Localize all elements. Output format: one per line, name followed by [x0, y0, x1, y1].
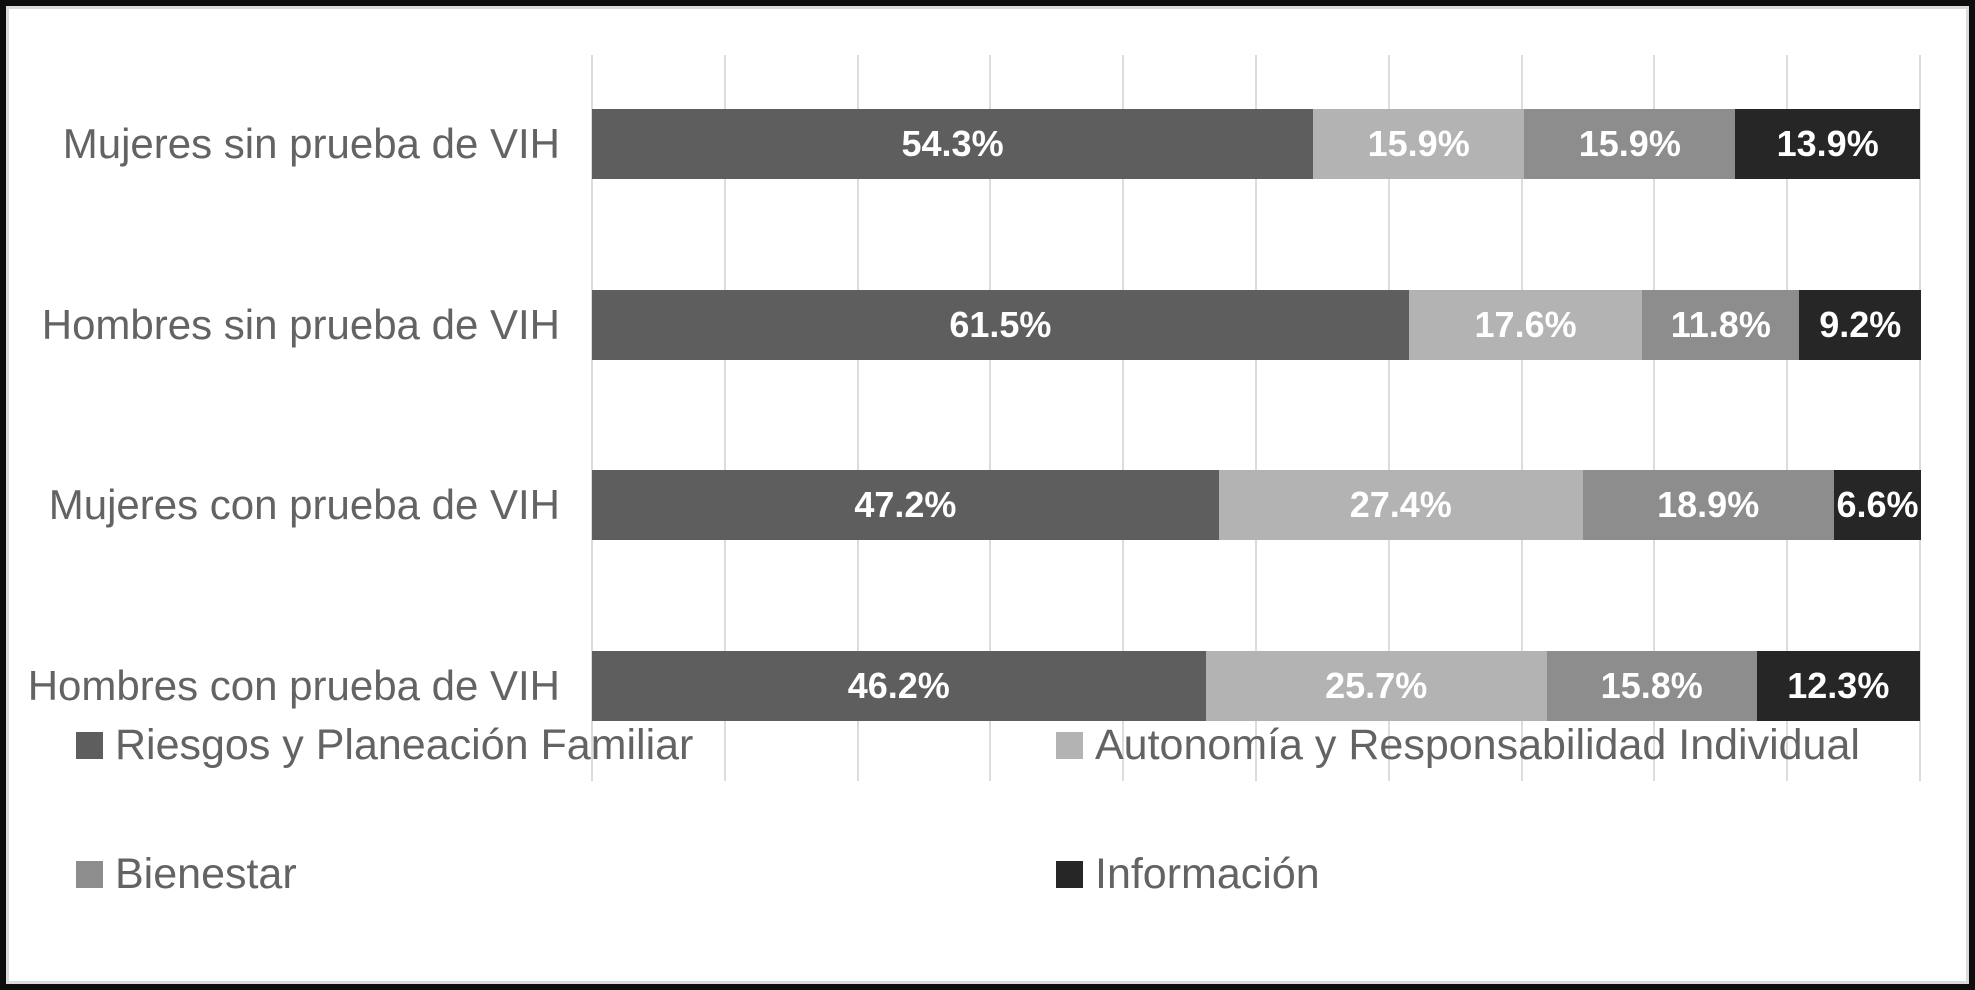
- bar-value-label: 11.8%: [1670, 304, 1771, 345]
- bar-value-label: 18.9%: [1657, 484, 1760, 525]
- bar-value-label: 12.3%: [1787, 665, 1890, 706]
- bar-value-label: 15.8%: [1600, 665, 1703, 706]
- gridline: [1520, 55, 1523, 781]
- bar-row: 54.3% 15.9% 15.9% 13.9%: [592, 109, 1920, 179]
- gridline: [591, 55, 593, 781]
- bars-layer: 54.3% 15.9% 15.9% 13.9% 61.5% 17.6% 11.8% 9.2% 4…: [592, 55, 1922, 781]
- bar-value-label: 9.2%: [1819, 304, 1902, 345]
- bar-row: 61.5% 17.6% 11.8% 9.2%: [592, 290, 1922, 360]
- bar-segment: 54.3%: [592, 109, 1314, 179]
- legend-swatch-icon: [1056, 860, 1083, 888]
- gridline: [1255, 55, 1257, 781]
- bar-row: 47.2% 27.4% 18.9% 6.6%: [592, 470, 1922, 540]
- gridline: [856, 55, 859, 781]
- gridline: [1122, 55, 1125, 781]
- bar-value-label: 47.2%: [854, 484, 957, 525]
- bar-segment: 18.9%: [1582, 470, 1834, 540]
- legend-label: Información: [1095, 849, 1320, 898]
- plot-area: [591, 55, 1921, 781]
- gridline: [1653, 55, 1656, 781]
- bar-segment: 17.6%: [1408, 290, 1643, 360]
- gridline: [989, 55, 992, 781]
- legend-label: Riesgos y Planeación Familiar: [115, 720, 694, 769]
- bar-segment: 15.9%: [1313, 109, 1525, 179]
- gridline: [723, 55, 726, 781]
- gridline: [1786, 55, 1789, 781]
- bar-segment: 15.8%: [1546, 651, 1757, 721]
- bar-value-label: 27.4%: [1349, 484, 1452, 525]
- category-label: Mujeres sin prueba de VIH: [62, 120, 560, 167]
- bar-segment: 25.7%: [1205, 651, 1547, 721]
- bar-segment: 61.5%: [592, 290, 1409, 360]
- category-label: Hombres con prueba de VIH: [27, 662, 560, 709]
- bar-segment: 12.3%: [1756, 651, 1920, 721]
- bar-segment: 6.6%: [1833, 470, 1922, 540]
- legend-item: Riesgos y Planeación Familiar: [76, 713, 693, 777]
- bar-segment: 47.2%: [592, 470, 1219, 540]
- category-label: Hombres sin prueba de VIH: [41, 301, 560, 348]
- bar-value-label: 15.9%: [1367, 123, 1470, 164]
- bar-segment: 27.4%: [1218, 470, 1583, 540]
- bar-segment: 13.9%: [1735, 109, 1920, 179]
- bar-segment: 9.2%: [1799, 290, 1922, 360]
- legend-swatch-icon: [76, 731, 103, 759]
- bar-value-label: 54.3%: [901, 123, 1004, 164]
- bar-row: 46.2% 25.7% 15.8% 12.3%: [592, 651, 1920, 721]
- gridline: [1919, 55, 1921, 781]
- category-label: Mujeres con prueba de VIH: [48, 481, 560, 528]
- bar-value-label: 61.5%: [949, 304, 1052, 345]
- legend-swatch-icon: [1056, 731, 1083, 759]
- bar-segment: 11.8%: [1642, 290, 1800, 360]
- bar-value-label: 6.6%: [1836, 484, 1919, 525]
- legend-item: Autonomía y Responsabilidad Individual: [1056, 713, 1860, 777]
- gridline: [1387, 55, 1390, 781]
- bar-value-label: 46.2%: [847, 665, 950, 706]
- bar-segment: 15.9%: [1524, 109, 1736, 179]
- legend-label: Bienestar: [115, 849, 297, 898]
- bar-value-label: 13.9%: [1776, 123, 1879, 164]
- bar-segment: 46.2%: [592, 651, 1206, 721]
- legend-swatch-icon: [76, 860, 103, 888]
- bar-value-label: 17.6%: [1474, 304, 1577, 345]
- legend-item: Información: [1056, 842, 1320, 906]
- legend-label: Autonomía y Responsabilidad Individual: [1095, 720, 1860, 769]
- bar-value-label: 25.7%: [1325, 665, 1428, 706]
- bar-value-label: 15.9%: [1578, 123, 1681, 164]
- legend-item: Bienestar: [76, 842, 297, 906]
